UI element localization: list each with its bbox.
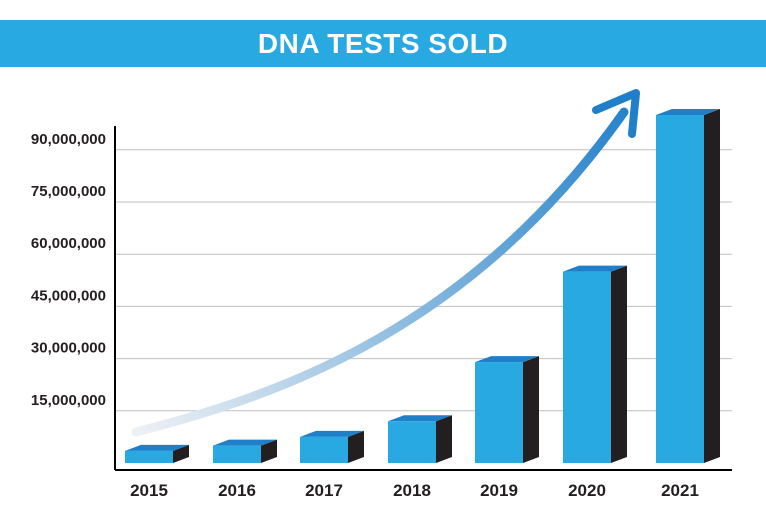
bar-side <box>436 415 452 463</box>
bar-top <box>563 265 627 272</box>
y-tick-label: 75,000,000 <box>31 183 106 200</box>
chart-title: DNA TESTS SOLD <box>257 27 509 59</box>
bar-side <box>173 444 189 463</box>
trend-arrow-shaft <box>131 107 629 437</box>
y-tick-labels: 15,000,000 30,000,000 45,000,000 60,000,000… <box>31 131 106 409</box>
y-tick-label: 45,000,000 <box>31 287 106 304</box>
bar-2019 <box>475 356 539 463</box>
bar-side <box>261 439 277 463</box>
bar-2016 <box>213 439 277 463</box>
bar-side <box>611 265 627 463</box>
bar-front <box>300 436 348 463</box>
bar-2015 <box>125 444 189 463</box>
y-tick-label: 15,000,000 <box>31 392 106 409</box>
trend-arrow-head <box>592 89 640 138</box>
bar-2018 <box>388 415 452 463</box>
x-tick-label: 2016 <box>218 481 256 500</box>
bar-side <box>523 356 539 463</box>
bar-front <box>125 450 173 463</box>
x-tick-label: 2020 <box>568 481 606 500</box>
y-tick-label: 30,000,000 <box>31 340 106 357</box>
bar-top <box>125 444 189 451</box>
bar-front <box>656 115 704 463</box>
bar-front <box>563 271 611 463</box>
bar-2017 <box>300 430 364 463</box>
bar-front <box>475 362 523 463</box>
grid-lines <box>115 149 732 412</box>
bar-top <box>388 415 452 422</box>
bar-2020 <box>563 265 627 463</box>
bar-top <box>300 430 364 437</box>
x-tick-label: 2019 <box>480 481 518 500</box>
y-tick-label: 90,000,000 <box>31 131 106 148</box>
bar-top <box>475 356 539 363</box>
bar-front <box>388 421 436 463</box>
bar-top <box>656 109 720 115</box>
x-tick-label: 2021 <box>661 481 699 500</box>
bar-side <box>348 430 364 463</box>
bar-top <box>213 439 277 446</box>
bar-side <box>704 109 720 463</box>
chart-title-bar: DNA TESTS SOLD <box>0 20 766 67</box>
x-tick-labels: 2015 2016 2017 2018 2019 2020 2021 <box>130 481 699 500</box>
x-tick-label: 2017 <box>305 481 343 500</box>
x-tick-label: 2015 <box>130 481 168 500</box>
axes <box>114 126 732 471</box>
y-tick-label: 60,000,000 <box>31 235 106 252</box>
x-tick-label: 2018 <box>393 481 431 500</box>
trend-arrow <box>131 89 640 437</box>
bar-2021 <box>656 109 720 463</box>
bar-front <box>213 445 261 463</box>
bars <box>125 109 720 463</box>
